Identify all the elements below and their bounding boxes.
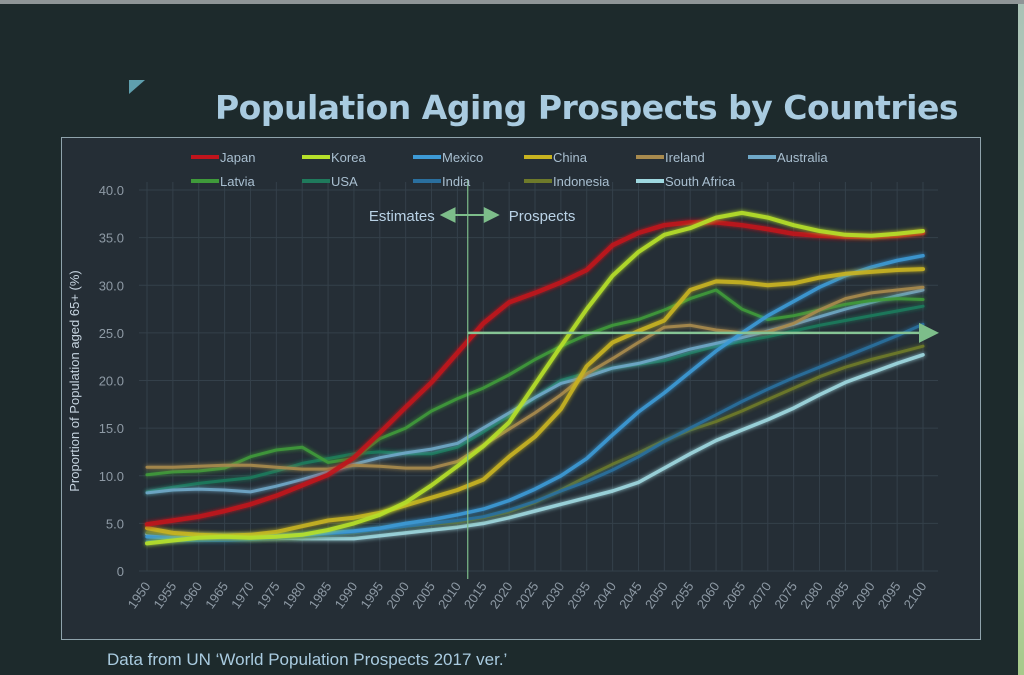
x-tick-label: 2095 xyxy=(875,579,904,611)
legend-label: Ireland xyxy=(665,150,705,165)
x-tick-label: 1995 xyxy=(357,579,386,611)
x-tick-label: 1970 xyxy=(228,579,257,611)
window-top-border xyxy=(0,0,1024,4)
x-tick-label: 2025 xyxy=(513,579,542,611)
y-tick-label: 35.0 xyxy=(99,231,124,246)
x-tick-label: 1955 xyxy=(150,579,179,611)
x-tick-label: 2075 xyxy=(771,579,800,611)
corner-triangle-icon xyxy=(129,80,145,94)
x-axis-ticks: 1950195519601965197019751980198519901995… xyxy=(125,579,930,611)
x-tick-label: 2045 xyxy=(616,579,645,611)
x-tick-label: 1965 xyxy=(202,579,231,611)
y-axis-ticks: 0 5.0 10.0 15.0 20.0 25.0 30.0 35.0 40.0 xyxy=(99,183,124,579)
chart-panel xyxy=(61,137,981,640)
legend-item-korea[interactable]: Korea xyxy=(302,150,366,165)
legend-label: Indonesia xyxy=(553,174,610,189)
legend-label: South Africa xyxy=(665,174,736,189)
x-tick-label: 2000 xyxy=(383,579,412,611)
legend: Japan Korea Mexico China Ireland Australia Lat… xyxy=(191,150,828,189)
x-tick-label: 2100 xyxy=(901,579,930,611)
legend-label: China xyxy=(553,150,588,165)
window-right-edge xyxy=(1018,4,1024,675)
legend-item-south-africa[interactable]: South Africa xyxy=(636,174,736,189)
legend-item-india[interactable]: India xyxy=(413,174,471,189)
y-tick-label: 10.0 xyxy=(99,469,124,484)
legend-label: Latvia xyxy=(220,174,255,189)
x-tick-label: 2070 xyxy=(745,579,774,611)
legend-item-mexico[interactable]: Mexico xyxy=(413,150,483,165)
series-line-korea xyxy=(145,210,925,546)
series-line-ireland xyxy=(145,285,925,471)
series-line-latvia xyxy=(145,288,925,477)
annotations: Estimates Prospects xyxy=(369,180,939,579)
y-tick-label: 15.0 xyxy=(99,421,124,436)
x-tick-label: 1960 xyxy=(176,579,205,611)
x-tick-label: 2050 xyxy=(642,579,671,611)
legend-label: India xyxy=(442,174,471,189)
y-axis-label: Proportion of Population aged 65+ (%) xyxy=(67,270,82,492)
prospects-label: Prospects xyxy=(509,208,576,225)
x-tick-label: 2035 xyxy=(564,579,593,611)
series-line-japan xyxy=(144,220,926,527)
legend-item-australia[interactable]: Australia xyxy=(748,150,828,165)
x-tick-label: 2055 xyxy=(668,579,697,611)
x-tick-label: 2060 xyxy=(694,579,723,611)
legend-item-latvia[interactable]: Latvia xyxy=(191,174,255,189)
x-tick-label: 2020 xyxy=(487,579,516,611)
x-tick-label: 2040 xyxy=(590,579,619,611)
y-tick-label: 40.0 xyxy=(99,183,124,198)
y-tick-label: 25.0 xyxy=(99,326,124,341)
x-tick-label: 2090 xyxy=(849,579,878,611)
legend-label: Australia xyxy=(777,150,828,165)
x-tick-label: 2005 xyxy=(409,579,438,611)
source-note: Data from UN ‘World Population Prospects… xyxy=(107,650,508,669)
legend-item-japan[interactable]: Japan xyxy=(191,150,255,165)
legend-item-china[interactable]: China xyxy=(524,150,588,165)
x-tick-label: 1975 xyxy=(254,579,283,611)
x-tick-label: 1950 xyxy=(125,579,154,611)
series-lines xyxy=(144,210,926,546)
legend-label: USA xyxy=(331,174,358,189)
legend-label: Korea xyxy=(331,150,366,165)
x-tick-label: 2065 xyxy=(720,579,749,611)
x-tick-label: 1980 xyxy=(280,579,309,611)
x-tick-label: 2015 xyxy=(461,579,490,611)
x-tick-label: 2010 xyxy=(435,579,464,611)
x-tick-label: 2030 xyxy=(538,579,567,611)
y-tick-label: 30.0 xyxy=(99,278,124,293)
x-tick-label: 1990 xyxy=(332,579,361,611)
y-tick-label: 0 xyxy=(117,564,124,579)
y-tick-label: 20.0 xyxy=(99,374,124,389)
x-tick-label: 1985 xyxy=(306,579,335,611)
estimates-label: Estimates xyxy=(369,208,435,225)
legend-item-ireland[interactable]: Ireland xyxy=(636,150,705,165)
legend-item-indonesia[interactable]: Indonesia xyxy=(524,174,610,189)
y-tick-label: 5.0 xyxy=(106,516,124,531)
page-title: Population Aging Prospects by Countries xyxy=(215,88,959,127)
series-line-china xyxy=(145,267,925,538)
legend-label: Mexico xyxy=(442,150,483,165)
x-tick-label: 2080 xyxy=(797,579,826,611)
legend-label: Japan xyxy=(220,150,255,165)
legend-item-usa[interactable]: USA xyxy=(302,174,358,189)
x-tick-label: 2085 xyxy=(823,579,852,611)
